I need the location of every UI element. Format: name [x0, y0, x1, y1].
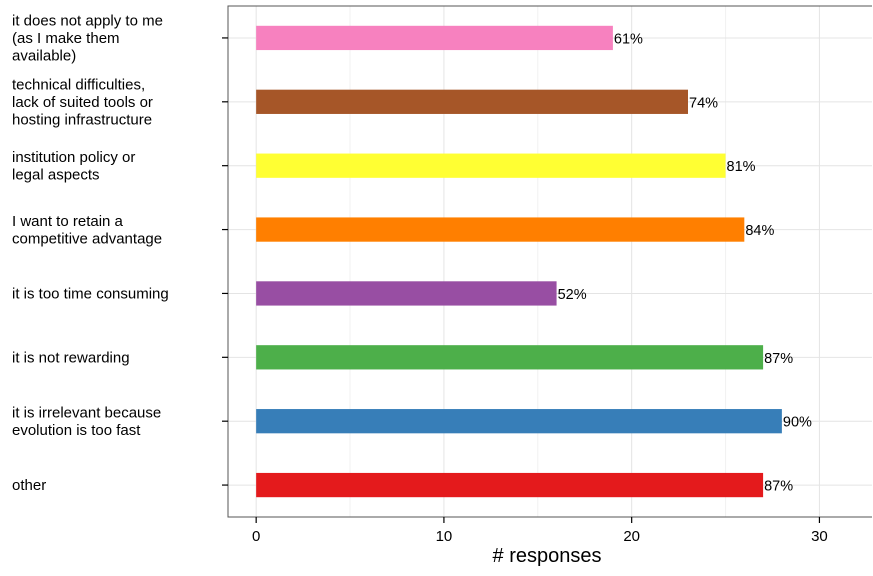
bar	[256, 217, 745, 242]
bar	[256, 153, 726, 178]
x-tick-label: 30	[811, 528, 828, 545]
y-tick-label: technical difficulties,	[12, 76, 145, 93]
bar-layer	[256, 25, 782, 498]
y-tick-label: lack of suited tools or	[12, 94, 153, 111]
y-tick-label: I want to retain a	[12, 213, 124, 230]
data-label: 81%	[727, 159, 756, 175]
panel-border	[227, 5, 872, 518]
bar	[256, 89, 688, 114]
data-label: 74%	[689, 95, 718, 111]
y-tick-label: competitive advantage	[12, 230, 162, 247]
bar	[256, 25, 613, 51]
data-label: 84%	[745, 223, 774, 239]
y-tick-label: institution policy or	[12, 149, 135, 166]
data-label: 90%	[783, 415, 812, 431]
bar	[256, 281, 557, 306]
y-tick-label: available)	[12, 47, 76, 64]
x-tick-label: 10	[436, 528, 453, 545]
y-tick-label: hosting infrastructure	[12, 111, 152, 128]
x-axis-title: # responses	[493, 545, 602, 567]
bar	[256, 409, 782, 434]
y-tick-label: it is irrelevant because	[12, 404, 161, 421]
y-tick-label: other	[12, 477, 46, 494]
data-label: 87%	[764, 351, 793, 367]
x-tick-label: 0	[252, 528, 260, 545]
bar	[256, 345, 764, 370]
axis-layer: 0 10 20 30 it does not apply to me(as I make…	[12, 5, 872, 545]
y-tick-label: it is not rewarding	[12, 349, 130, 366]
data-label-layer: 61% 74% 81% 84% 52% 87% 90% 87%	[558, 31, 812, 494]
bar	[256, 472, 764, 498]
y-tick-label: evolution is too fast	[12, 422, 141, 439]
y-tick-label: (as I make them	[12, 30, 120, 47]
y-tick-label: it is too time consuming	[12, 285, 169, 302]
y-tick-label: legal aspects	[12, 166, 100, 183]
x-tick-label: 20	[623, 528, 640, 545]
grid-layer	[228, 6, 872, 517]
data-label: 87%	[764, 479, 793, 495]
data-label: 61%	[614, 31, 643, 47]
data-label: 52%	[558, 287, 587, 303]
y-tick-label: it does not apply to me	[12, 12, 163, 29]
